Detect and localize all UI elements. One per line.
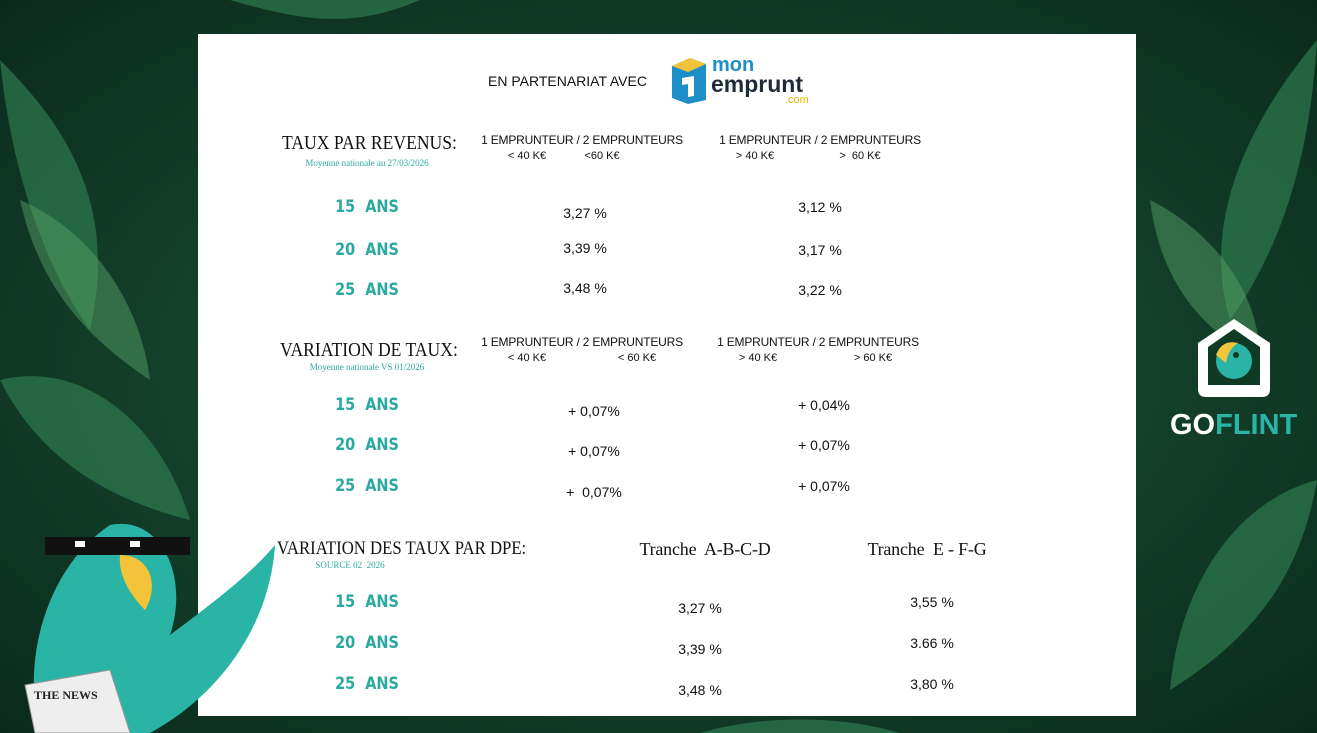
row-label: 20 ANS [335,240,399,260]
rate-value: 3,27 % [563,205,607,221]
section-title: VARIATION DES TAUX PAR DPE: [277,538,526,560]
rate-value: 3,55 % [910,594,954,610]
column-subheader: < 40 K€ [508,150,546,162]
rate-value: 3,22 % [798,282,842,298]
section-subtitle: Moyenne nationale au 27/03/2026 [305,158,428,168]
row-label: 15 ANS [335,592,399,612]
column-subheader: > 60 K€ [854,352,892,364]
rate-value: 3,39 % [678,641,722,657]
row-label: 25 ANS [335,674,399,694]
column-header: Tranche E - F-G [867,539,986,560]
column-header: 1 EMPRUNTEUR / 2 EMPRUNTEURS [481,133,683,147]
partner-label: EN PARTENARIAT AVEC [488,73,647,89]
row-label: 25 ANS [335,280,399,300]
column-subheader: < 60 K€ [618,352,656,364]
brand: GOFLINT [1170,408,1297,442]
column-subheader: > 40 K€ [739,352,777,364]
section-title: TAUX PAR REVENUS: [282,132,457,155]
rate-value: 3,48 % [678,682,722,698]
row-label: 15 ANS [335,395,399,415]
rate-value: 3,17 % [798,242,842,258]
column-subheader: < 40 K€ [508,352,546,364]
column-header: Tranche A-B-C-D [639,539,770,560]
column-header: 1 EMPRUNTEUR / 2 EMPRUNTEURS [481,335,683,349]
goflint-icon [1192,315,1276,401]
brand-suffix: FLINT [1215,409,1297,441]
column-header: 1 EMPRUNTEUR / 2 EMPRUNTEURS [719,133,921,147]
rate-value: 3,80 % [910,676,954,692]
row-label: 15 ANS [335,197,399,217]
monemprunt-icon [668,56,708,106]
row-label: 20 ANS [335,633,399,653]
rate-value: + 0,07% [568,443,620,459]
rate-value: + 0,07% [566,484,622,500]
rate-value: + 0,07% [568,403,620,419]
rate-value: + 0,07% [798,478,850,494]
row-label: 25 ANS [335,476,399,496]
section-subtitle: Moyenne nationale VS 01/2026 [310,362,425,372]
rate-value: 3,39 % [563,240,607,256]
column-header: 1 EMPRUNTEUR / 2 EMPRUNTEURS [717,335,919,349]
section-subtitle: SOURCE 02 2026 [315,560,384,570]
rate-value: + 0,04% [798,397,850,413]
newspaper-title: THE NEWS [34,688,98,703]
rate-value: 3.66 % [910,635,954,651]
slide: EN PARTENARIAT AVEC mon emprunt .com GOF… [0,0,1317,733]
row-label: 20 ANS [335,435,399,455]
rate-value: + 0,07% [798,437,850,453]
column-subheader: > 40 K€ [736,150,774,162]
column-subheader: > 60 K€ [839,150,880,162]
brand-prefix: GO [1170,409,1215,441]
rate-value: 3,12 % [798,199,842,215]
logo-main: emprunt [711,72,803,96]
rate-value: 3,27 % [678,600,722,616]
section-title: VARIATION DE TAUX: [280,339,458,362]
column-subheader: <60 K€ [584,150,619,162]
logo-sub: .com [785,94,809,106]
rate-value: 3,48 % [563,280,607,296]
